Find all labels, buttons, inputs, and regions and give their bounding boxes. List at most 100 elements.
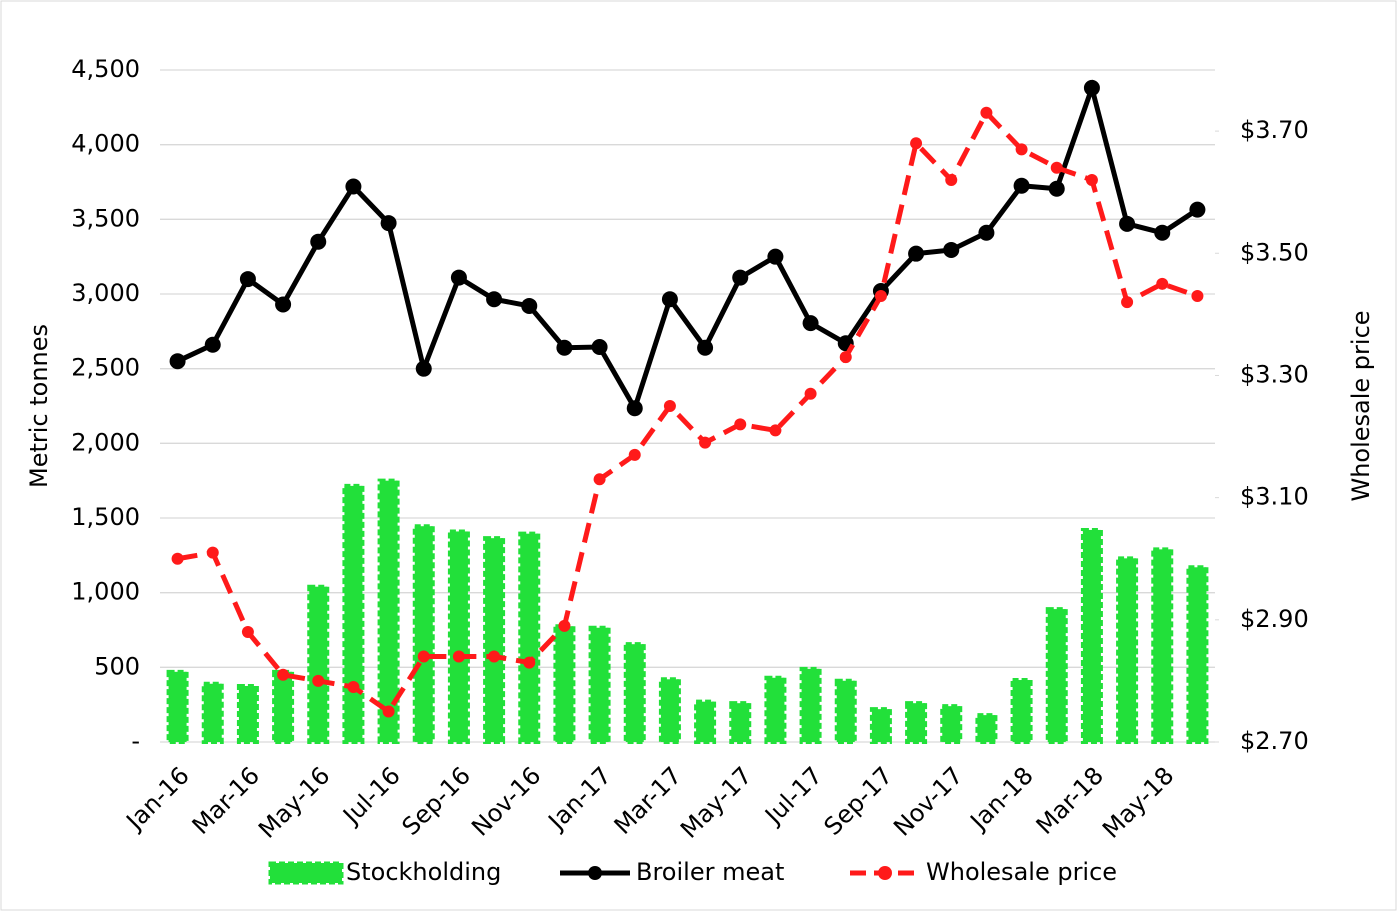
point <box>1013 177 1030 194</box>
bar <box>940 704 963 744</box>
point <box>312 674 325 687</box>
y-tick-label: 1,000 <box>71 578 140 606</box>
point <box>521 297 538 314</box>
bar <box>694 699 717 744</box>
legend-marker <box>878 866 892 880</box>
y-tick-label: 500 <box>94 652 140 680</box>
bar <box>869 707 892 744</box>
point <box>169 353 186 370</box>
point <box>310 233 327 250</box>
point <box>628 448 641 461</box>
bar <box>1045 607 1068 744</box>
bar <box>658 677 681 745</box>
bar <box>412 524 435 744</box>
point <box>804 387 817 400</box>
legend-swatch <box>268 861 344 885</box>
bar <box>518 531 541 744</box>
y2-tick-label: $3.10 <box>1240 483 1309 511</box>
y-tick-label: 4,000 <box>71 130 140 158</box>
point <box>593 473 606 486</box>
point <box>1083 79 1100 96</box>
y-tick-label: 1,500 <box>71 503 140 531</box>
point <box>1048 180 1065 197</box>
legend-marker <box>588 866 602 880</box>
bar <box>236 684 259 744</box>
bar <box>166 669 189 745</box>
point <box>732 269 749 286</box>
point <box>699 436 712 449</box>
point <box>452 650 465 663</box>
y2-axis-title: Wholesale price <box>1347 310 1375 501</box>
point <box>380 215 397 232</box>
point <box>769 424 782 437</box>
bar <box>588 625 611 745</box>
point <box>767 248 784 265</box>
point <box>1191 290 1204 303</box>
point <box>415 360 432 377</box>
point <box>734 418 747 431</box>
bar <box>729 701 752 745</box>
point <box>1015 143 1028 156</box>
point <box>1050 161 1063 174</box>
bar <box>623 642 646 744</box>
y-tick-label: 3,000 <box>71 279 140 307</box>
point <box>558 619 571 632</box>
point <box>275 296 292 313</box>
y-tick-label: 4,500 <box>71 55 140 83</box>
point <box>910 137 923 150</box>
bar <box>447 529 470 744</box>
bar <box>1010 678 1033 745</box>
point <box>980 106 993 119</box>
point <box>663 400 676 412</box>
point <box>488 650 501 663</box>
point <box>839 351 852 364</box>
point <box>874 290 887 303</box>
bar <box>342 483 365 744</box>
bar <box>483 536 506 744</box>
y2-tick-label: $2.90 <box>1240 605 1309 633</box>
point <box>345 178 362 195</box>
point <box>277 668 290 681</box>
point <box>204 336 221 353</box>
y-axis-title: Metric tonnes <box>25 324 53 488</box>
bar <box>975 713 998 744</box>
bar <box>834 678 857 744</box>
y2-tick-label: $3.70 <box>1240 116 1309 144</box>
point <box>241 626 254 639</box>
point <box>382 705 395 718</box>
bar <box>1116 556 1139 744</box>
point <box>1156 277 1169 290</box>
bar <box>1080 527 1103 744</box>
y-tick-label: 2,000 <box>71 428 140 456</box>
point <box>171 552 184 565</box>
bar <box>764 675 787 745</box>
y2-tick-label: $2.70 <box>1240 727 1309 755</box>
point <box>1121 296 1134 309</box>
point <box>523 656 536 669</box>
point <box>626 400 643 417</box>
legend-label: Wholesale price <box>926 858 1117 886</box>
y-tick-label: 2,500 <box>71 354 140 382</box>
bar <box>905 701 928 745</box>
bar <box>799 666 822 744</box>
point <box>945 173 958 186</box>
bar <box>1151 547 1174 744</box>
point <box>239 271 256 288</box>
legend-label: Stockholding <box>346 858 501 886</box>
y2-tick-label: $3.50 <box>1240 238 1309 266</box>
point <box>1085 173 1098 186</box>
bar <box>553 624 576 744</box>
bar <box>377 478 400 744</box>
point <box>943 241 960 258</box>
bar <box>1186 565 1209 745</box>
point <box>697 339 714 356</box>
point <box>591 339 608 356</box>
point <box>556 339 573 356</box>
point <box>417 650 430 663</box>
bar <box>201 681 224 745</box>
bar <box>307 584 330 745</box>
point <box>347 681 360 694</box>
y2-tick-label: $3.30 <box>1240 360 1309 388</box>
